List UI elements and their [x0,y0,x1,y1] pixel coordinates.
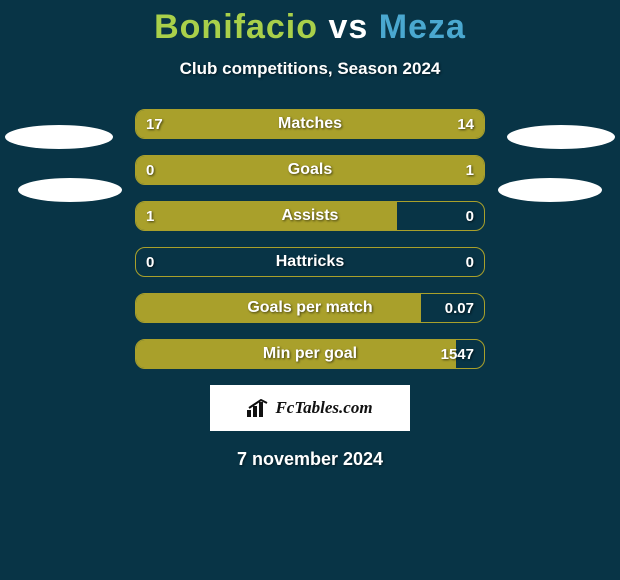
stat-value-right: 0 [466,202,474,230]
subtitle: Club competitions, Season 2024 [0,59,620,79]
source-badge[interactable]: FcTables.com [210,385,410,431]
page-title: Bonifacio vs Meza [0,0,620,47]
photo-ellipse [5,125,113,149]
stat-value-right: 1 [466,156,474,184]
vs-text: vs [328,8,368,46]
stat-value-right: 14 [457,110,474,138]
player2-name: Meza [379,8,466,46]
date-text: 7 november 2024 [0,449,620,470]
stat-row: 1Assists0 [135,201,485,231]
photo-ellipse [498,178,602,202]
stat-label: Goals per match [136,294,484,322]
stat-row: 0Hattricks0 [135,247,485,277]
stat-label: Matches [136,110,484,138]
photo-ellipse [507,125,615,149]
stats-container: 17Matches140Goals11Assists00Hattricks0Go… [135,109,485,369]
stat-label: Min per goal [136,340,484,368]
stat-row: Min per goal1547 [135,339,485,369]
badge-text: FcTables.com [275,398,372,418]
stat-label: Goals [136,156,484,184]
stat-value-right: 0.07 [445,294,474,322]
photo-ellipse [18,178,122,202]
chart-icon [247,399,269,417]
stat-row: 17Matches14 [135,109,485,139]
stat-label: Assists [136,202,484,230]
stat-row: Goals per match0.07 [135,293,485,323]
player1-name: Bonifacio [154,8,318,46]
stat-value-right: 1547 [441,340,474,368]
stat-label: Hattricks [136,248,484,276]
stat-row: 0Goals1 [135,155,485,185]
stat-value-right: 0 [466,248,474,276]
